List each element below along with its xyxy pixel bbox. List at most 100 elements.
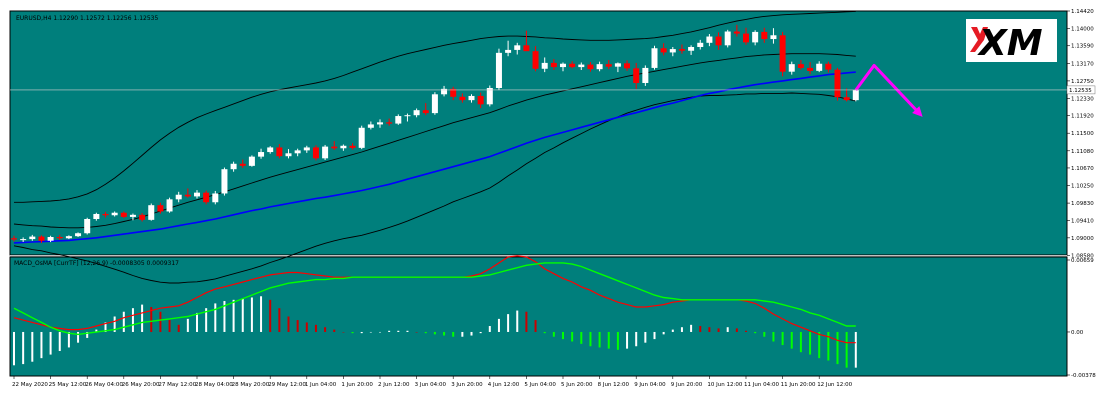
price-y-axis: 1.14420 1.14000 1.13590 1.13170 1.12750 1.123… bbox=[1067, 9, 1094, 259]
candle-body bbox=[84, 219, 91, 234]
macd-histogram-bar bbox=[342, 331, 345, 333]
current-price-box bbox=[1066, 85, 1096, 95]
candle-body bbox=[395, 116, 402, 124]
price-y-tick-label: 1.12750 bbox=[1071, 79, 1094, 85]
candle-body bbox=[29, 236, 36, 240]
macd-histogram-bar bbox=[305, 322, 308, 332]
macd-histogram-bar bbox=[827, 331, 830, 361]
macd-histogram-bar bbox=[662, 331, 665, 335]
macd-histogram-bar bbox=[443, 331, 446, 336]
price-y-tick-label: 1.09000 bbox=[1071, 236, 1094, 242]
macd-histogram-bar bbox=[562, 331, 564, 340]
macd-histogram-bar bbox=[186, 318, 189, 332]
candle-body bbox=[587, 64, 594, 70]
macd-y-axis: 0.00659 0.00 -0.00378 bbox=[1067, 258, 1096, 379]
macd-histogram-bar bbox=[214, 303, 217, 332]
x-tick-label: 1 Jun 04:00 bbox=[305, 382, 337, 388]
candle-body bbox=[312, 147, 319, 159]
price-y-tick-label: 1.14420 bbox=[1071, 9, 1094, 15]
candle-body bbox=[203, 192, 210, 203]
macd-histogram-bar bbox=[516, 310, 519, 332]
macd-histogram-bar bbox=[223, 301, 226, 332]
macd-histogram-bar bbox=[241, 298, 244, 332]
candle-body bbox=[834, 69, 841, 98]
macd-y-tick-label: -0.00378 bbox=[1071, 373, 1096, 379]
candle-body bbox=[102, 213, 109, 216]
candle-body bbox=[752, 31, 759, 43]
panel-separator[interactable] bbox=[10, 255, 1067, 257]
x-tick-label: 22 May 2020 bbox=[12, 382, 48, 388]
macd-panel[interactable] bbox=[9, 256, 1068, 377]
macd-histogram-bar bbox=[296, 320, 299, 332]
macd-histogram-bar bbox=[626, 331, 629, 349]
candle-body bbox=[697, 42, 704, 47]
macd-y-tick-label: 0.00659 bbox=[1071, 258, 1094, 264]
x-tick-label: 26 May 20:00 bbox=[122, 382, 160, 388]
macd-histogram-bar bbox=[232, 299, 235, 332]
current-price-marker: 1.12535 bbox=[10, 85, 1096, 95]
candle-body bbox=[788, 64, 795, 72]
candle-body bbox=[148, 205, 155, 220]
candle-body bbox=[358, 127, 365, 148]
macd-histogram-bar bbox=[452, 331, 455, 337]
candle-body bbox=[532, 51, 539, 69]
macd-histogram-bar bbox=[488, 326, 491, 332]
candle-body bbox=[65, 236, 72, 239]
macd-histogram-bar bbox=[415, 331, 418, 333]
price-y-tick-label: 1.09410 bbox=[1071, 219, 1094, 225]
macd-histogram-bar bbox=[717, 328, 720, 332]
candle-body bbox=[678, 49, 685, 51]
candle-body bbox=[340, 145, 347, 149]
macd-histogram-bar bbox=[589, 331, 592, 347]
x-tick-label: 5 Jun 04:00 bbox=[524, 382, 556, 388]
macd-histogram-bar bbox=[360, 331, 363, 334]
candle-body bbox=[743, 33, 749, 43]
macd-histogram-bar bbox=[754, 331, 757, 334]
macd-histogram-bar bbox=[287, 316, 290, 332]
candle-body bbox=[322, 146, 329, 159]
macd-histogram-bar bbox=[77, 331, 80, 343]
macd-histogram-bar bbox=[177, 324, 180, 332]
macd-histogram-bar bbox=[479, 331, 482, 334]
bollinger-lower-line bbox=[13, 92, 856, 284]
candle-body bbox=[468, 95, 475, 101]
candle-body bbox=[605, 64, 612, 67]
macd-histogram-bar bbox=[196, 312, 198, 332]
candle-body bbox=[688, 46, 695, 51]
forecast-arrow-head bbox=[912, 106, 923, 117]
candle-body bbox=[852, 90, 859, 101]
price-y-tick-label: 1.11080 bbox=[1071, 149, 1094, 155]
macd-signal-line bbox=[13, 262, 856, 336]
candle-body bbox=[733, 31, 740, 34]
macd-histogram-bar bbox=[424, 331, 427, 334]
candle-body bbox=[431, 94, 438, 114]
macd-histogram-bar bbox=[159, 311, 162, 332]
candle-body bbox=[715, 36, 722, 46]
macd-histogram-bar bbox=[104, 322, 107, 332]
price-panel[interactable] bbox=[9, 10, 1068, 256]
candle-body bbox=[825, 63, 832, 70]
macd-histogram-bar bbox=[699, 326, 702, 332]
x-tick-label: 28 May 20:00 bbox=[232, 382, 270, 388]
macd-histogram-bar bbox=[543, 331, 546, 334]
moving-average-line bbox=[13, 71, 856, 244]
macd-histogram-bar bbox=[708, 327, 711, 332]
macd-histogram-bar bbox=[131, 308, 134, 332]
macd-plot bbox=[13, 255, 857, 368]
candle-body bbox=[212, 193, 219, 203]
candle-body bbox=[184, 194, 191, 197]
candle-body bbox=[642, 67, 649, 83]
candle-body bbox=[413, 110, 420, 116]
candle-body bbox=[486, 88, 493, 105]
candle-body bbox=[294, 150, 301, 154]
price-y-tick-label: 1.10250 bbox=[1071, 184, 1094, 190]
current-price-label: 1.12535 bbox=[1069, 88, 1092, 94]
price-y-tick-label: 1.13590 bbox=[1071, 44, 1094, 50]
macd-histogram-bar bbox=[735, 328, 738, 332]
macd-histogram-bar bbox=[552, 331, 555, 337]
x-tick-label: 26 May 04:00 bbox=[85, 382, 123, 388]
candle-body bbox=[56, 237, 63, 239]
x-tick-label: 2 Jun 12:00 bbox=[378, 382, 410, 388]
macd-histogram-bar bbox=[763, 331, 766, 337]
